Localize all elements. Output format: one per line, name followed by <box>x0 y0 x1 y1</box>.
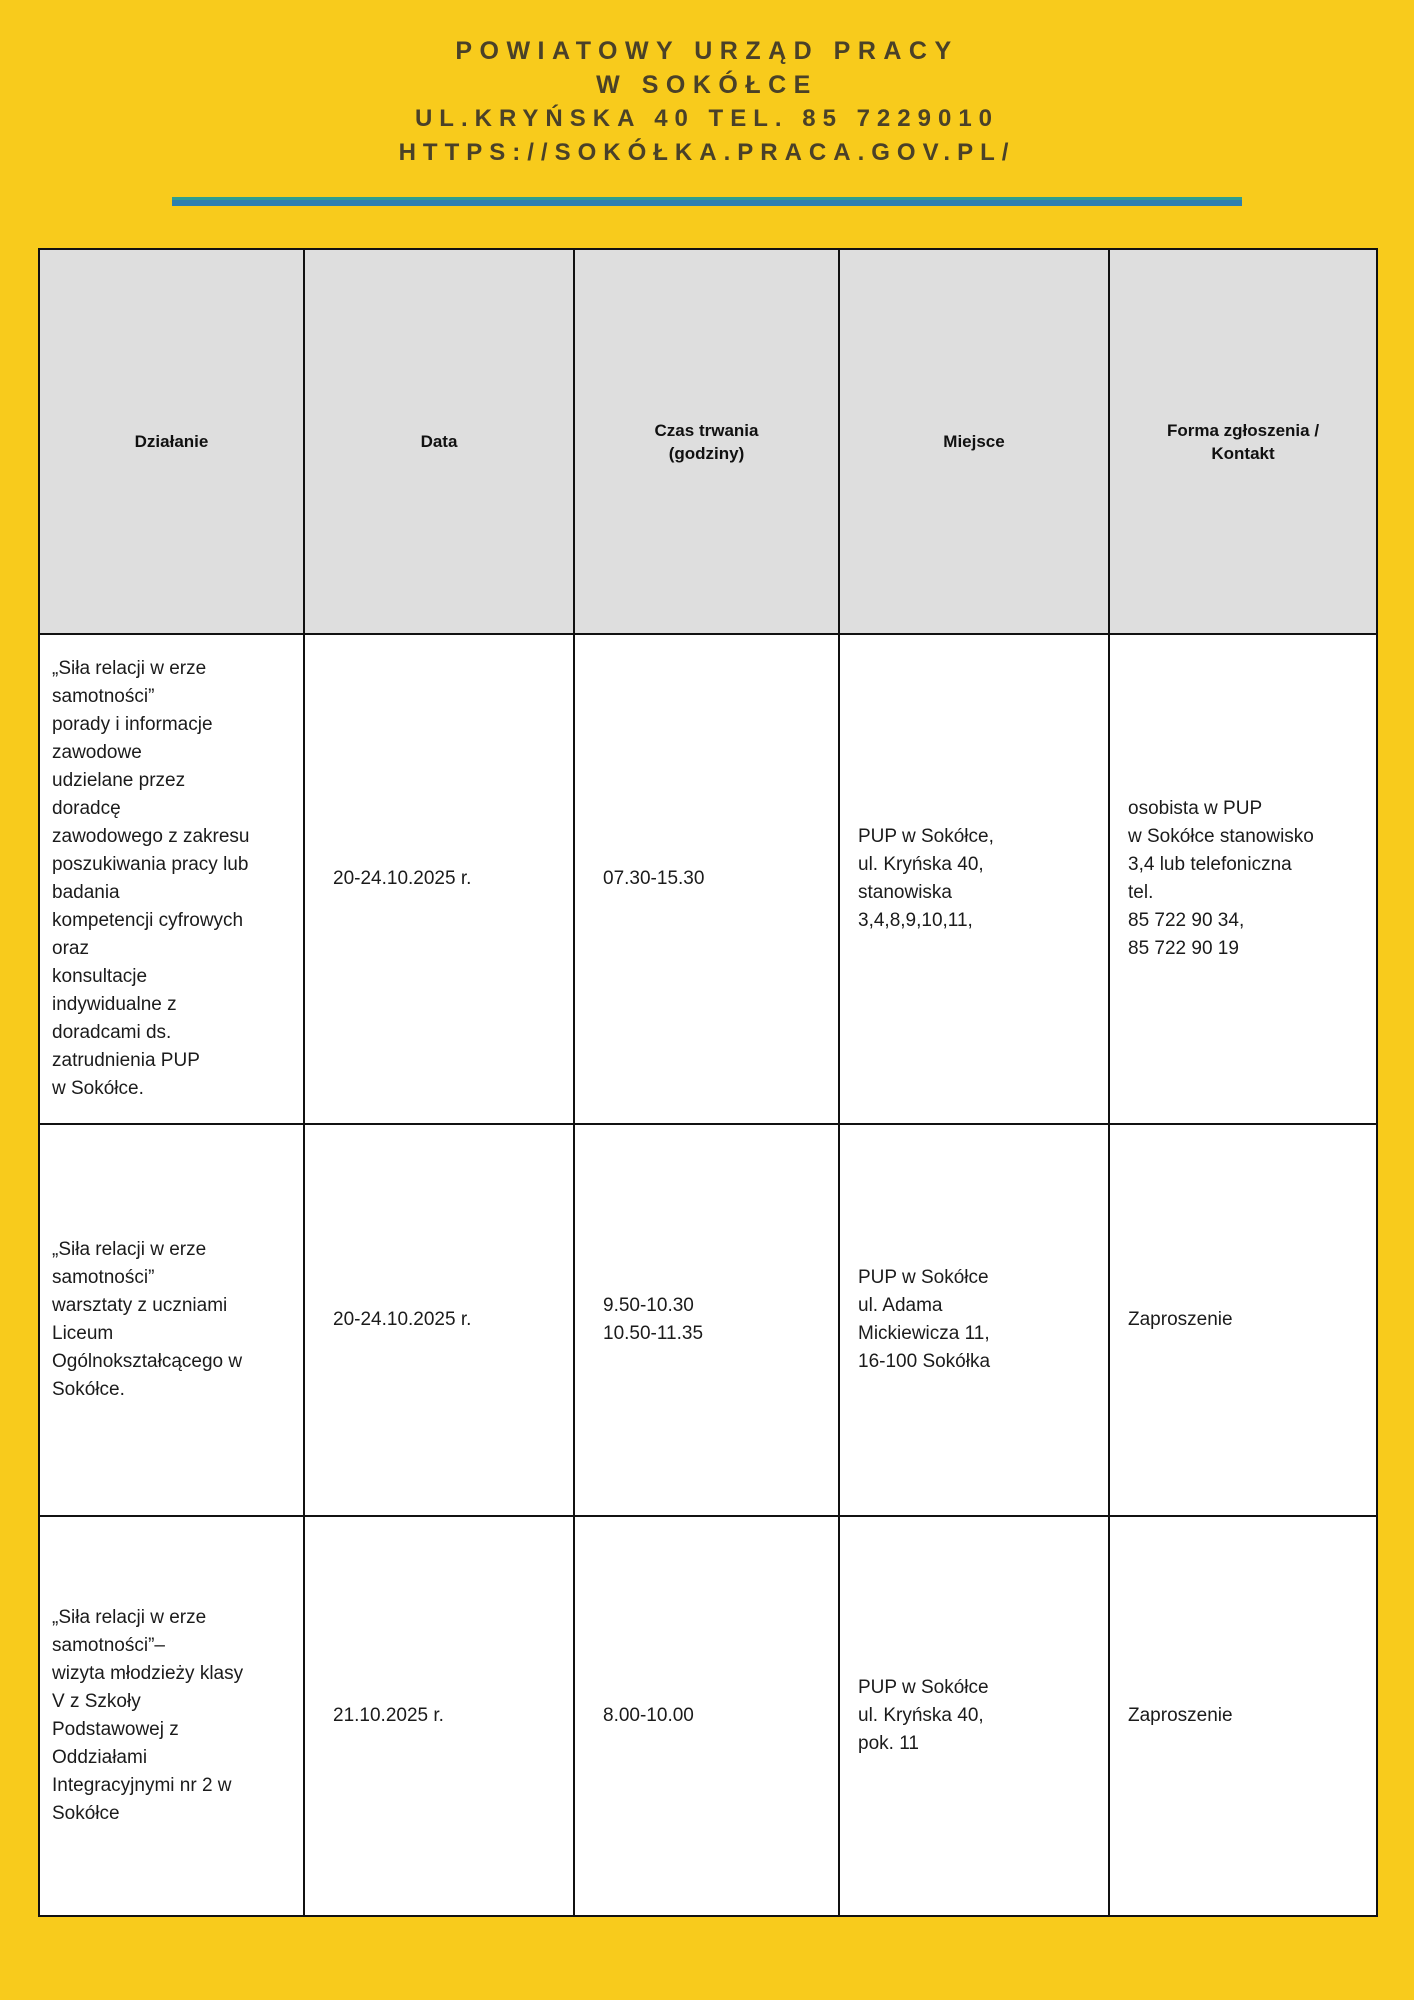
cell-data: 20-24.10.2025 r. <box>303 1123 575 1517</box>
table-row: „Siła relacji w erze samotności” porady … <box>38 633 1378 1125</box>
header-address-phone: UL.KRYŃSKA 40 TEL. 85 7229010 <box>414 105 1000 132</box>
column-header-dzialanie: Działanie <box>38 248 305 635</box>
header-office-name: POWIATOWY URZĄD PRACY <box>455 37 959 65</box>
cell-forma: osobista w PUP w Sokółce stanowisko 3,4 … <box>1108 633 1378 1125</box>
cell-dzialanie: „Siła relacji w erze samotności” warszta… <box>38 1123 305 1517</box>
header-divider-rule <box>172 197 1242 206</box>
schedule-table-body: „Siła relacji w erze samotności” porady … <box>38 633 1378 1917</box>
column-header-data: Data <box>303 248 575 635</box>
cell-data: 21.10.2025 r. <box>303 1515 575 1917</box>
header-divider-wrap <box>0 197 1414 206</box>
cell-czas: 9.50-10.30 10.50-11.35 <box>573 1123 840 1517</box>
cell-dzialanie: „Siła relacji w erze samotności”– wizyta… <box>38 1515 305 1917</box>
cell-czas: 07.30-15.30 <box>573 633 840 1125</box>
header-website-url: HTTPS://SOKÓŁKA.PRACA.GOV.PL/ <box>398 139 1016 166</box>
schedule-table-head: Działanie Data Czas trwania (godziny) Mi… <box>38 248 1378 635</box>
schedule-table-wrap: Działanie Data Czas trwania (godziny) Mi… <box>38 248 1378 1917</box>
table-row: „Siła relacji w erze samotności” warszta… <box>38 1123 1378 1517</box>
cell-miejsce: PUP w Sokółce ul. Kryńska 40, pok. 11 <box>838 1515 1110 1917</box>
cell-dzialanie: „Siła relacji w erze samotności” porady … <box>38 633 305 1125</box>
cell-czas: 8.00-10.00 <box>573 1515 840 1917</box>
table-header-row: Działanie Data Czas trwania (godziny) Mi… <box>38 248 1378 635</box>
cell-miejsce: PUP w Sokółce ul. Adama Mickiewicza 11, … <box>838 1123 1110 1517</box>
cell-miejsce: PUP w Sokółce, ul. Kryńska 40, stanowisk… <box>838 633 1110 1125</box>
column-header-forma-zgloszenia: Forma zgłoszenia / Kontakt <box>1108 248 1378 635</box>
header-office-city: W SOKÓŁCE <box>596 71 818 99</box>
cell-forma: Zaproszenie <box>1108 1515 1378 1917</box>
cell-data: 20-24.10.2025 r. <box>303 633 575 1125</box>
column-header-czas-trwania: Czas trwania (godziny) <box>573 248 840 635</box>
table-row: „Siła relacji w erze samotności”– wizyta… <box>38 1515 1378 1917</box>
column-header-miejsce: Miejsce <box>838 248 1110 635</box>
cell-forma: Zaproszenie <box>1108 1123 1378 1517</box>
schedule-table: Działanie Data Czas trwania (godziny) Mi… <box>38 248 1378 1917</box>
poster-header: POWIATOWY URZĄD PRACY W SOKÓŁCE UL.KRYŃS… <box>0 0 1414 206</box>
